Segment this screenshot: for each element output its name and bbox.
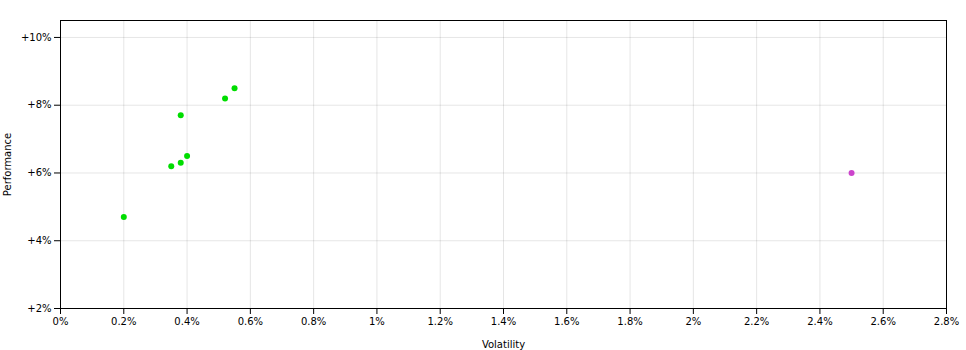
- svg-text:Performance: Performance: [2, 133, 13, 196]
- svg-text:+6%: +6%: [27, 167, 51, 178]
- svg-text:0.4%: 0.4%: [174, 316, 199, 327]
- svg-text:1.2%: 1.2%: [428, 316, 453, 327]
- svg-text:+4%: +4%: [27, 235, 51, 246]
- svg-text:2.6%: 2.6%: [871, 316, 896, 327]
- svg-text:1.4%: 1.4%: [491, 316, 516, 327]
- svg-text:0.6%: 0.6%: [238, 316, 263, 327]
- svg-text:0%: 0%: [53, 316, 69, 327]
- svg-text:1.8%: 1.8%: [617, 316, 642, 327]
- svg-text:0.8%: 0.8%: [301, 316, 326, 327]
- svg-text:1.6%: 1.6%: [554, 316, 579, 327]
- svg-text:+2%: +2%: [27, 303, 51, 314]
- svg-text:+8%: +8%: [27, 99, 51, 110]
- svg-text:2.4%: 2.4%: [807, 316, 832, 327]
- svg-text:2.8%: 2.8%: [934, 316, 959, 327]
- svg-text:2%: 2%: [685, 316, 701, 327]
- svg-text:1%: 1%: [369, 316, 385, 327]
- svg-text:Volatility: Volatility: [482, 339, 525, 350]
- svg-text:2.2%: 2.2%: [744, 316, 769, 327]
- svg-text:+10%: +10%: [21, 32, 52, 43]
- svg-text:0.2%: 0.2%: [111, 316, 136, 327]
